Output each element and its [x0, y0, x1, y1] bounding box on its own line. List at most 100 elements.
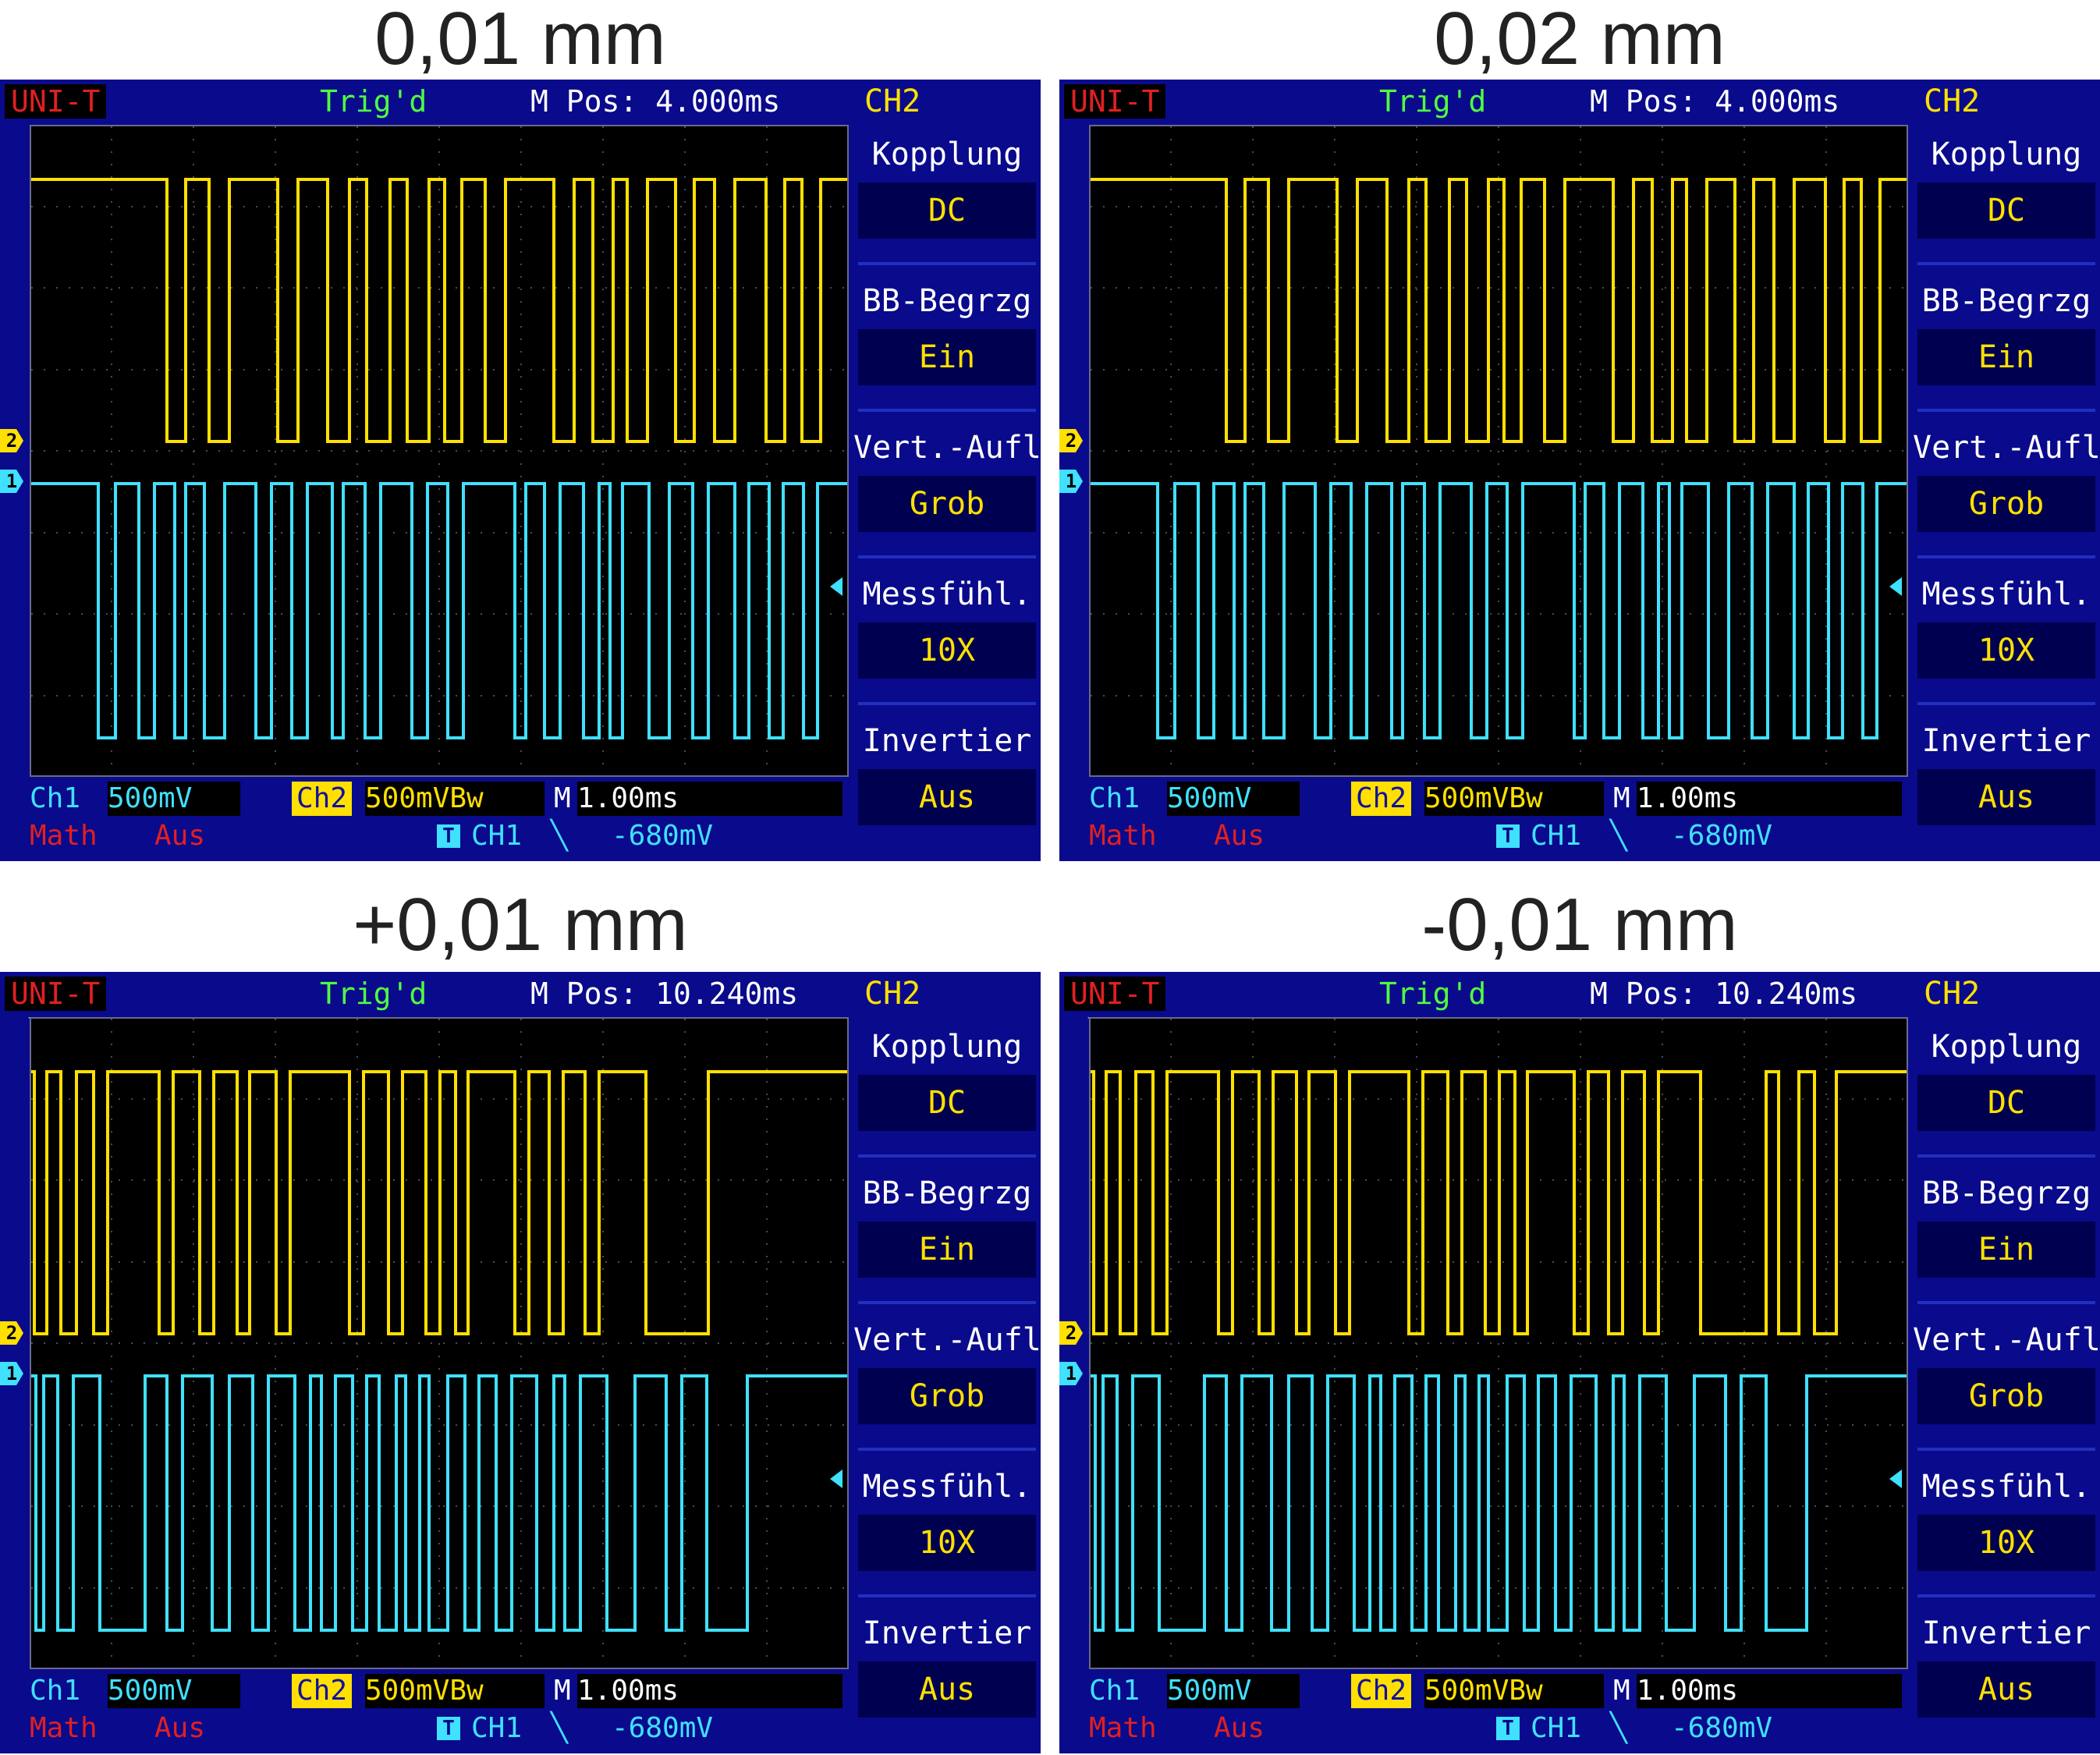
trigger-slope-icon: ╲	[551, 820, 568, 852]
ch1-waveform-trace	[1091, 482, 1907, 739]
menu-item-kopplung[interactable]: Kopplung DC	[1913, 1017, 2100, 1159]
menu-item-invertier[interactable]: Invertier Aus	[1913, 711, 2100, 853]
menu-divider	[858, 409, 1036, 412]
ch2-label: Ch2	[1351, 1674, 1412, 1708]
ch2-level-marker-icon[interactable]: 2	[0, 1321, 23, 1345]
menu-item-vert-aufl[interactable]: Vert.-Aufl. Grob	[853, 1310, 1041, 1452]
menu-item-label: Invertier	[862, 723, 1032, 759]
brand-logo: UNI-T	[1064, 977, 1166, 1011]
menu-item-messfuehl[interactable]: Messfühl. 10X	[1913, 565, 2100, 707]
menu-item-label: Invertier	[862, 1615, 1032, 1651]
ch1-level-marker-icon[interactable]: 1	[1059, 470, 1083, 493]
ch1-waveform-trace	[31, 482, 847, 739]
waveform-svg	[1089, 1017, 1908, 1669]
menu-item-label: Messfühl.	[1921, 1469, 2091, 1505]
menu-item-value: Aus	[1917, 769, 2095, 825]
trigger-icon: T	[437, 824, 460, 848]
trigger-slope-icon: ╲	[551, 1712, 568, 1744]
trigger-status: Trig'd	[320, 84, 427, 119]
menu-item-label: Messfühl.	[862, 576, 1032, 612]
ch1-label: Ch1	[1089, 1675, 1140, 1707]
waveform-plot	[1089, 125, 1908, 777]
channel-menu: CH2 Kopplung DC BB-Begrzg Ein Vert.-Aufl. G…	[1913, 972, 2100, 1753]
menu-divider	[1917, 1448, 2095, 1451]
timebase-label: M	[554, 1675, 571, 1707]
menu-item-bb-begrzg[interactable]: BB-Begrzg Ein	[853, 1164, 1041, 1306]
ch1-level-marker-icon[interactable]: 1	[0, 1362, 23, 1385]
ch1-label: Ch1	[30, 782, 81, 814]
menu-item-messfuehl[interactable]: Messfühl. 10X	[853, 565, 1041, 707]
scope-top-bar: UNI-T Trig'd M Pos: 10.240ms	[1059, 972, 1913, 1016]
trigger-slope-icon: ╲	[1610, 820, 1627, 852]
ch2-scale: 500mVBw	[1424, 1674, 1604, 1708]
menu-item-bb-begrzg[interactable]: BB-Begrzg Ein	[1913, 1164, 2100, 1306]
menu-divider	[858, 262, 1036, 265]
trigger-source: CH1	[471, 820, 523, 852]
menu-item-vert-aufl[interactable]: Vert.-Aufl. Grob	[1913, 1310, 2100, 1452]
channel-menu: CH2 Kopplung DC BB-Begrzg Ein Vert.-Aufl. G…	[853, 972, 1041, 1753]
math-value: Aus	[1214, 820, 1265, 852]
menu-item-vert-aufl[interactable]: Vert.-Aufl. Grob	[853, 418, 1041, 560]
menu-divider	[1917, 1594, 2095, 1597]
menu-item-bb-begrzg[interactable]: BB-Begrzg Ein	[1913, 271, 2100, 413]
menu-divider	[858, 702, 1036, 705]
menu-item-label: Messfühl.	[1921, 576, 2091, 612]
ch2-waveform-trace	[1091, 1070, 1907, 1335]
horizontal-position: M Pos: 10.240ms	[530, 977, 799, 1011]
menu-item-invertier[interactable]: Invertier Aus	[853, 1604, 1041, 1746]
menu-item-value: Grob	[858, 476, 1036, 532]
ch1-level-marker-icon[interactable]: 1	[0, 470, 23, 493]
menu-item-invertier[interactable]: Invertier Aus	[853, 711, 1041, 853]
trigger-status: Trig'd	[320, 977, 427, 1011]
menu-divider	[1917, 262, 2095, 265]
menu-channel-title: CH2	[1924, 83, 1981, 119]
trigger-level: -680mV	[612, 1712, 714, 1744]
menu-item-invertier[interactable]: Invertier Aus	[1913, 1604, 2100, 1746]
ch2-waveform-trace	[1091, 178, 1907, 443]
trigger-level: -680mV	[612, 820, 714, 852]
menu-item-value: Grob	[1917, 1368, 2095, 1424]
math-label: Math	[30, 820, 98, 852]
oscilloscope-screen: UNI-T Trig'd M Pos: 10.240ms 2 1 Ch1 500…	[0, 972, 1041, 1753]
menu-item-label: Vert.-Aufl.	[853, 430, 1041, 466]
menu-item-bb-begrzg[interactable]: BB-Begrzg Ein	[853, 271, 1041, 413]
waveform-svg	[1089, 125, 1908, 777]
trigger-source: CH1	[471, 1712, 523, 1744]
menu-item-messfuehl[interactable]: Messfühl. 10X	[853, 1457, 1041, 1599]
menu-item-kopplung[interactable]: Kopplung DC	[853, 1017, 1041, 1159]
ch1-waveform-trace	[1091, 1374, 1907, 1632]
timebase-value: 1.00ms	[1637, 782, 1902, 816]
ch2-waveform-trace	[31, 178, 847, 443]
ch2-level-marker-icon[interactable]: 2	[1059, 429, 1083, 452]
menu-item-kopplung[interactable]: Kopplung DC	[853, 125, 1041, 267]
menu-item-value: 10X	[1917, 1515, 2095, 1571]
menu-item-vert-aufl[interactable]: Vert.-Aufl. Grob	[1913, 418, 2100, 560]
menu-item-label: Kopplung	[1931, 1029, 2082, 1065]
menu-item-value: 10X	[1917, 622, 2095, 679]
trigger-status: Trig'd	[1379, 84, 1487, 119]
menu-item-kopplung[interactable]: Kopplung DC	[1913, 125, 2100, 267]
ch1-level-marker-icon[interactable]: 1	[1059, 1362, 1083, 1385]
menu-divider	[858, 1448, 1036, 1451]
ch2-level-marker-icon[interactable]: 2	[1059, 1321, 1083, 1345]
math-value: Aus	[154, 1712, 206, 1744]
menu-item-value: DC	[1917, 1075, 2095, 1131]
ch2-level-marker-icon[interactable]: 2	[0, 429, 23, 452]
menu-item-value: Aus	[858, 1661, 1036, 1718]
trigger-status: Trig'd	[1379, 977, 1487, 1011]
menu-item-messfuehl[interactable]: Messfühl. 10X	[1913, 1457, 2100, 1599]
menu-item-label: BB-Begrzg	[1921, 1175, 2091, 1211]
menu-item-label: Invertier	[1921, 723, 2091, 759]
timebase-label: M	[554, 782, 571, 814]
brand-logo: UNI-T	[5, 84, 107, 119]
trigger-level: -680mV	[1671, 1712, 1773, 1744]
menu-divider	[1917, 555, 2095, 558]
waveform-plot	[30, 1017, 849, 1669]
menu-item-label: BB-Begrzg	[862, 283, 1032, 319]
oscilloscope-screen: UNI-T Trig'd M Pos: 4.000ms 2 1 Ch1 500m…	[1059, 80, 2100, 861]
ch2-label: Ch2	[292, 1674, 353, 1708]
panel-caption: +0,01 mm	[353, 883, 688, 966]
menu-item-label: Kopplung	[871, 136, 1023, 172]
trigger-level-pointer-icon	[1889, 1470, 1902, 1488]
menu-divider	[1917, 1301, 2095, 1304]
